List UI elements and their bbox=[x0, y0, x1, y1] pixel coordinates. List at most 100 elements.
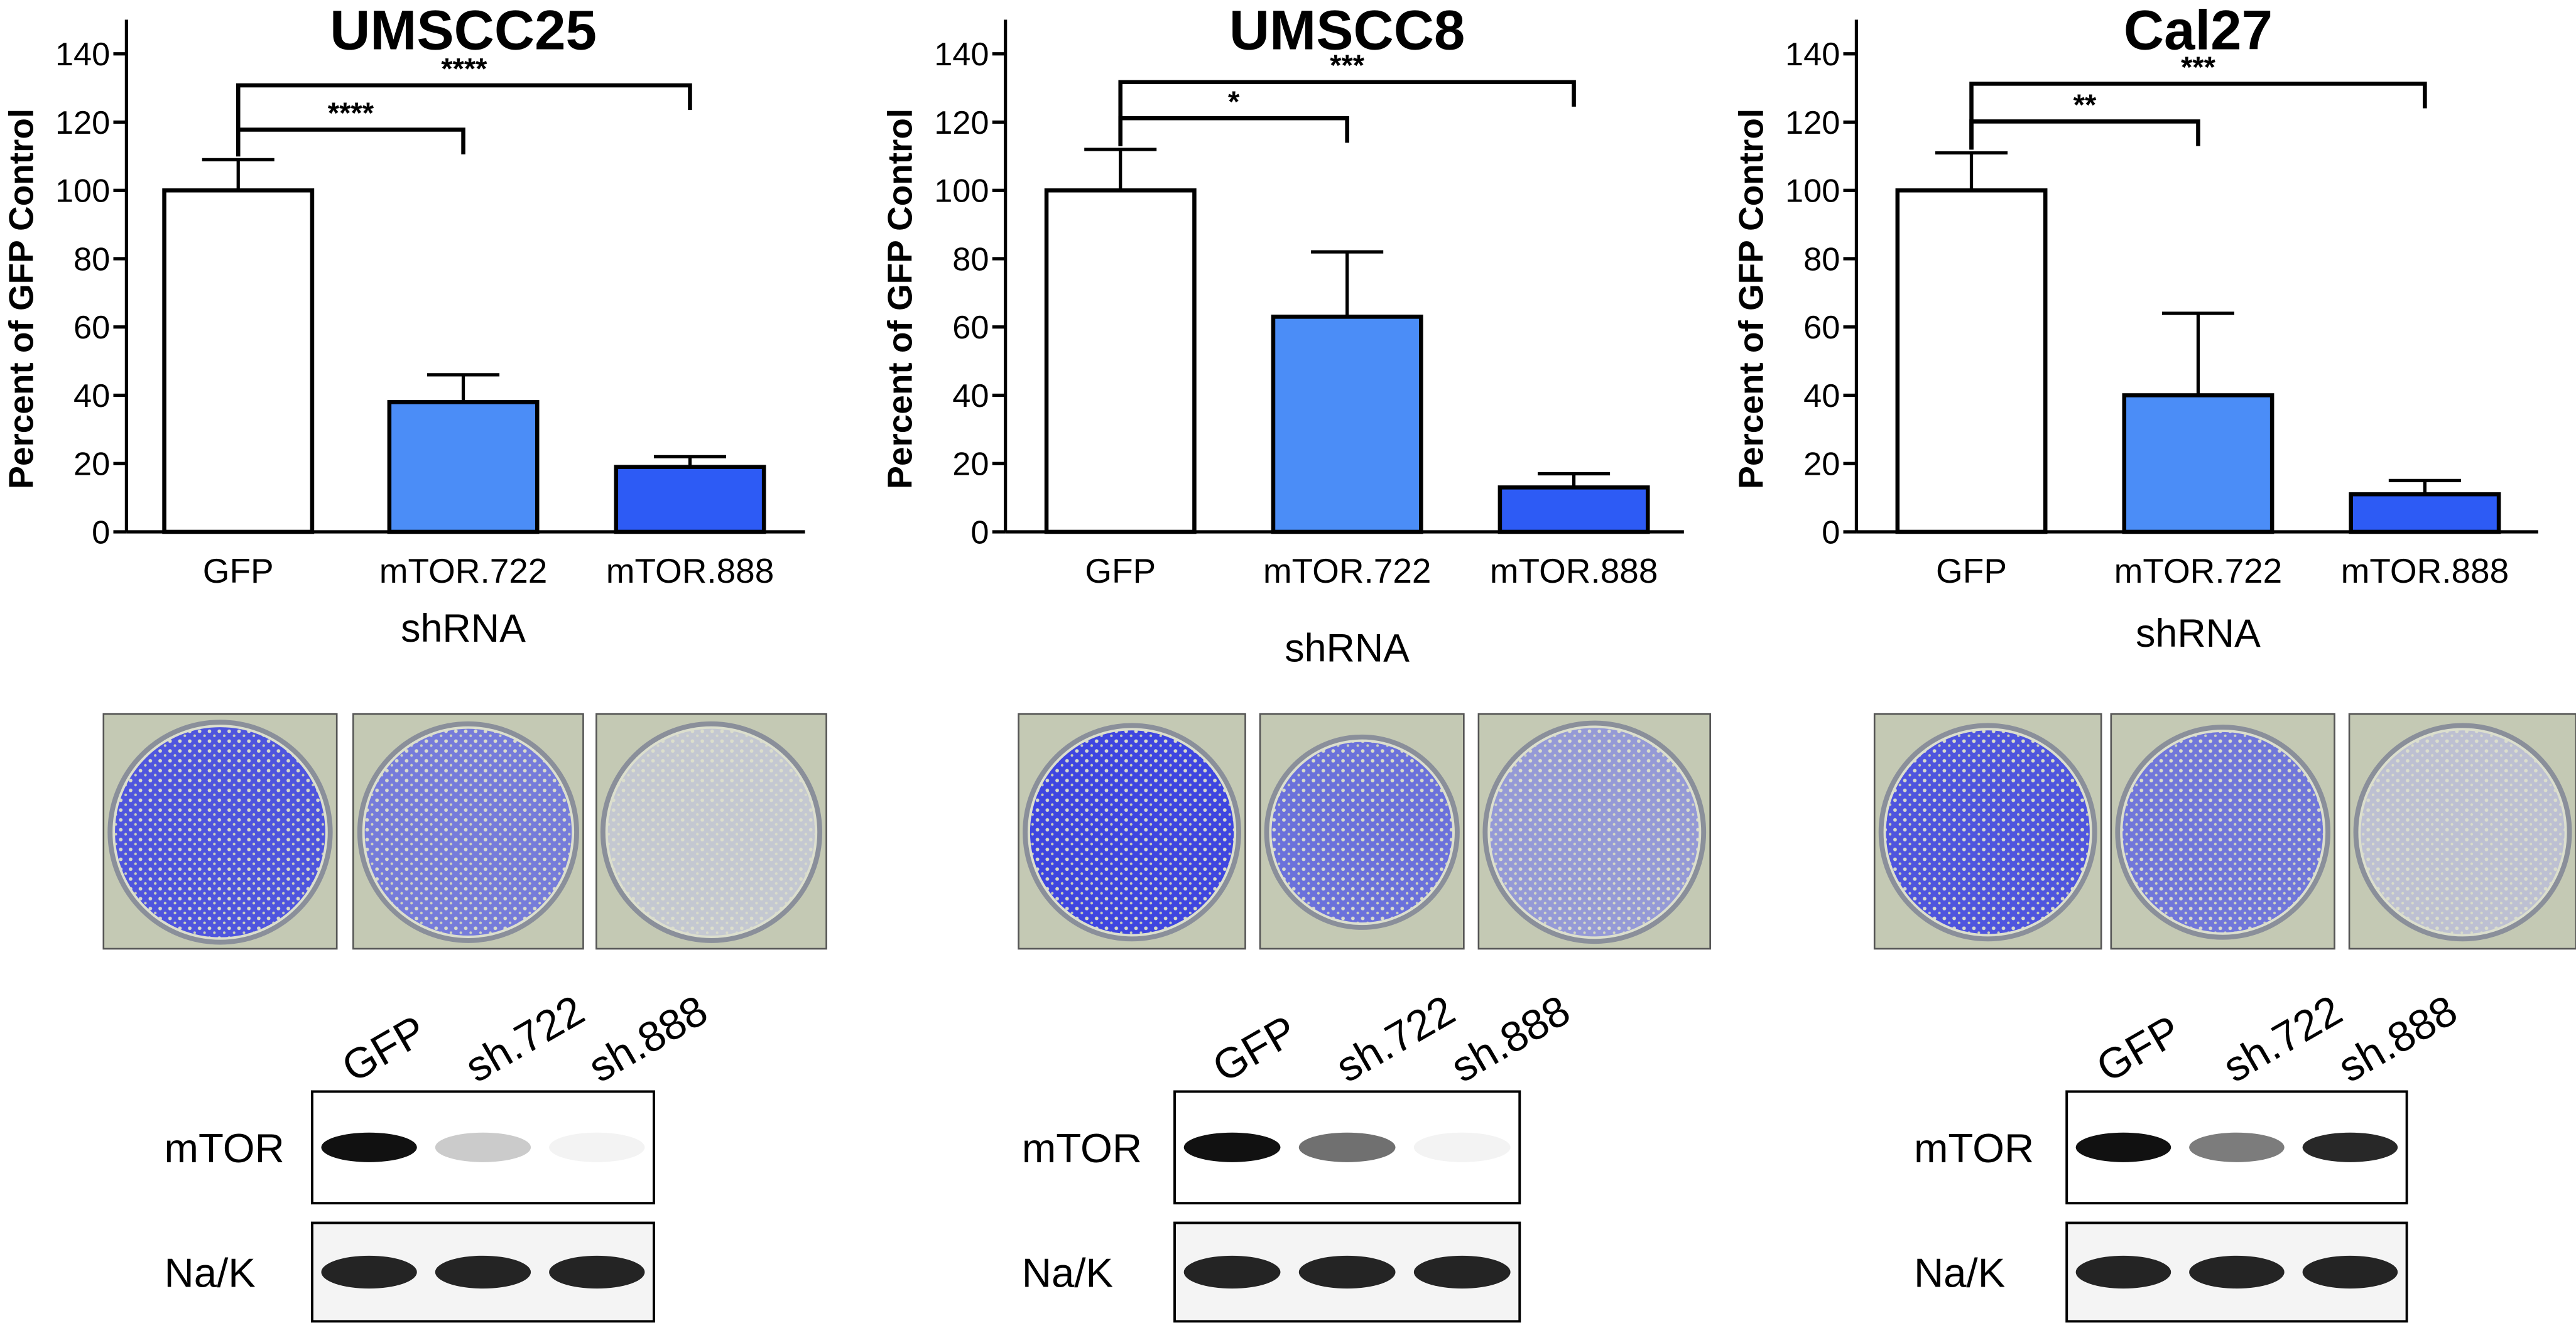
bar bbox=[1895, 188, 2048, 534]
lane-label: sh.722 bbox=[2215, 986, 2350, 1092]
blot-band bbox=[1298, 1255, 1396, 1289]
lane-label: sh.888 bbox=[2330, 986, 2465, 1092]
bar-chart: UMSCC8 Percent of GFP Control 0 20 40 60 80 100… bbox=[881, 0, 1711, 1323]
y-tick-label: 0 bbox=[1822, 514, 1840, 551]
plate-stain bbox=[607, 728, 815, 936]
x-tick-label: mTOR.888 bbox=[1490, 551, 1658, 590]
x-tick-label: mTOR.888 bbox=[606, 551, 774, 590]
chart-title: Cal27 bbox=[2124, 0, 2273, 61]
y-tick-label: 0 bbox=[970, 514, 989, 551]
blot-band bbox=[2189, 1132, 2285, 1162]
x-axis-label: shRNA bbox=[2136, 612, 2261, 656]
blot-band bbox=[1183, 1255, 1281, 1289]
chart-title: UMSCC8 bbox=[1229, 0, 1465, 61]
blot-row-label: mTOR bbox=[1022, 1125, 1142, 1171]
lane-label: sh.888 bbox=[1443, 986, 1578, 1092]
bar bbox=[2122, 393, 2274, 534]
y-axis-label: Percent of GFP Control bbox=[1731, 109, 1770, 489]
y-tick-label: 20 bbox=[952, 446, 989, 483]
x-axis-label: shRNA bbox=[1285, 627, 1410, 671]
blot-band bbox=[2075, 1255, 2171, 1289]
lane-label: sh.722 bbox=[457, 986, 592, 1092]
y-tick-label: 40 bbox=[73, 378, 110, 414]
blot-row-label: Na/K bbox=[1022, 1250, 1113, 1296]
plate-stain bbox=[1271, 742, 1453, 923]
blot-band bbox=[2302, 1255, 2398, 1289]
bar bbox=[614, 465, 766, 534]
blot-row-label: mTOR bbox=[1914, 1125, 2034, 1171]
x-tick-label: mTOR.722 bbox=[1263, 551, 1432, 590]
blot-band bbox=[1298, 1132, 1396, 1162]
blot-band bbox=[1413, 1132, 1511, 1162]
y-tick-label: 100 bbox=[55, 173, 110, 210]
y-tick-label: 40 bbox=[1803, 378, 1840, 414]
y-tick-label: 60 bbox=[952, 310, 989, 346]
lane-label: sh.722 bbox=[1328, 986, 1463, 1092]
significance-label: **** bbox=[328, 96, 374, 129]
x-tick-label: GFP bbox=[1085, 551, 1156, 590]
plate-stain bbox=[1490, 728, 1699, 937]
y-tick-label: 20 bbox=[73, 446, 110, 483]
plate-stain bbox=[364, 728, 572, 936]
y-axis-label: Percent of GFP Control bbox=[1, 109, 40, 489]
blot-row-label: Na/K bbox=[1914, 1250, 2005, 1296]
significance-bracket bbox=[236, 83, 692, 157]
significance-bracket bbox=[1969, 82, 2427, 150]
significance-label: *** bbox=[2181, 50, 2216, 84]
lane-label: GFP bbox=[1205, 1007, 1305, 1092]
y-tick-label: 140 bbox=[55, 36, 110, 73]
plate-stain bbox=[2361, 730, 2565, 934]
blot-band bbox=[321, 1132, 417, 1162]
y-tick-label: 120 bbox=[55, 105, 110, 141]
blot-band bbox=[321, 1255, 417, 1289]
y-tick-label: 40 bbox=[952, 378, 989, 414]
plate-stain bbox=[2122, 732, 2323, 932]
x-tick-label: GFP bbox=[1936, 551, 2007, 590]
significance-label: **** bbox=[441, 51, 487, 85]
y-axis-label: Percent of GFP Control bbox=[881, 109, 920, 489]
y-tick-label: 80 bbox=[1803, 241, 1840, 278]
blot-band bbox=[435, 1255, 531, 1289]
blot-band bbox=[1183, 1132, 1281, 1162]
bar bbox=[1044, 188, 1197, 534]
y-tick-label: 60 bbox=[73, 310, 110, 346]
blot-row-label: mTOR bbox=[165, 1125, 285, 1171]
blot-box bbox=[310, 1090, 655, 1205]
blot-band bbox=[549, 1132, 645, 1162]
y-tick-label: 0 bbox=[92, 514, 110, 551]
blot-band bbox=[2302, 1132, 2398, 1162]
y-tick-label: 80 bbox=[952, 241, 989, 278]
y-tick-label: 100 bbox=[1785, 173, 1840, 210]
significance-label: * bbox=[1228, 85, 1240, 118]
blot-row-label: Na/K bbox=[165, 1250, 256, 1296]
blot-band bbox=[549, 1255, 645, 1289]
bar bbox=[1271, 315, 1423, 534]
bar bbox=[387, 400, 540, 534]
significance-bracket bbox=[236, 127, 465, 157]
y-tick-label: 140 bbox=[934, 36, 989, 73]
plate-stain bbox=[115, 727, 325, 937]
bar bbox=[162, 188, 315, 534]
x-tick-label: mTOR.888 bbox=[2341, 551, 2509, 590]
x-tick-label: GFP bbox=[203, 551, 274, 590]
bar-chart: Cal27 Percent of GFP Control 0 20 40 60 80 100 1… bbox=[1731, 0, 2576, 1323]
y-tick-label: 140 bbox=[1785, 36, 1840, 73]
significance-bracket bbox=[1969, 119, 2200, 150]
bar-chart: UMSCC25 Percent of GFP Control 0 20 40 60 80 10… bbox=[1, 0, 827, 1323]
significance-label: *** bbox=[1330, 48, 1365, 82]
x-tick-label: mTOR.722 bbox=[379, 551, 548, 590]
y-tick-label: 120 bbox=[1785, 105, 1840, 141]
bar bbox=[1497, 485, 1650, 534]
x-axis-label: shRNA bbox=[401, 607, 526, 651]
y-tick-label: 120 bbox=[934, 105, 989, 141]
lane-label: GFP bbox=[334, 1007, 434, 1092]
y-tick-label: 20 bbox=[1803, 446, 1840, 483]
blot-band bbox=[2189, 1255, 2285, 1289]
plate-stain bbox=[1030, 730, 1234, 934]
lane-label: GFP bbox=[2089, 1007, 2188, 1092]
blot-band bbox=[1413, 1255, 1511, 1289]
y-tick-label: 80 bbox=[73, 241, 110, 278]
y-tick-label: 60 bbox=[1803, 310, 1840, 346]
blot-band bbox=[435, 1132, 531, 1162]
